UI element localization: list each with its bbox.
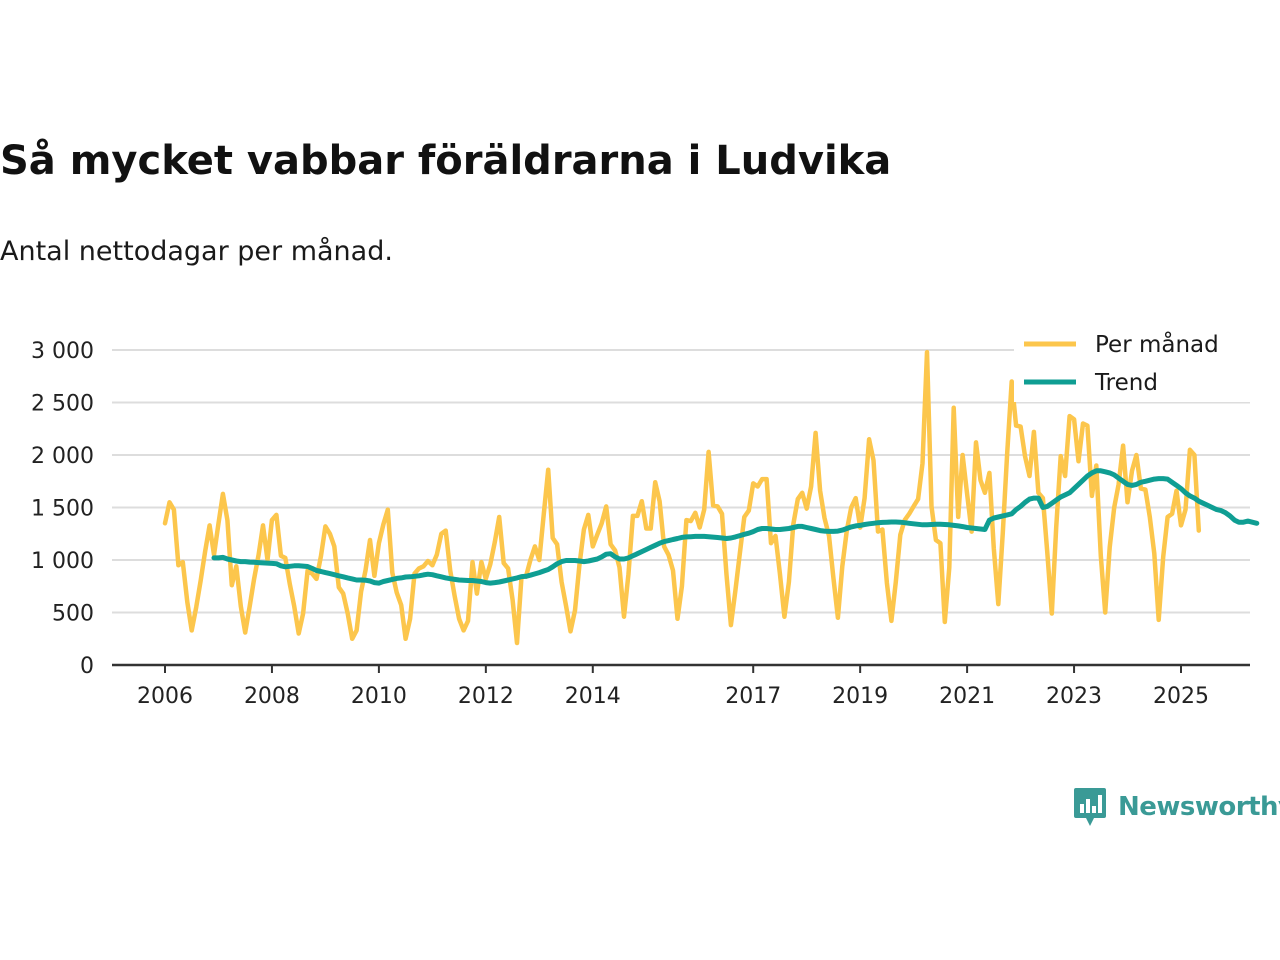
y-tick-label: 3 000 [31,339,94,364]
y-tick-label: 0 [80,654,94,679]
x-tick-label: 2025 [1153,684,1209,709]
legend-label: Per månad [1095,330,1219,358]
legend-item[interactable]: Trend [1024,370,1158,396]
legend-item[interactable]: Per månad [1024,330,1219,358]
x-tick-label: 2021 [939,684,995,709]
y-axis-ticks: 0 500 1 000 1 500 2 000 2 500 3 000 [31,339,94,679]
chart-subtitle: Antal nettodagar per månad. [0,236,393,267]
y-tick-label: 2 500 [31,392,94,417]
y-tick-label: 1 500 [31,497,94,522]
y-tick-label: 500 [52,602,94,627]
series [162,349,1260,646]
y-tick-label: 2 000 [31,444,94,469]
x-tick-label: 2006 [137,684,193,709]
x-tick-label: 2010 [351,684,407,709]
legend-label: Trend [1094,370,1158,396]
x-tick-label: 2017 [725,684,781,709]
x-tick-label: 2014 [565,684,621,709]
x-tick-label: 2008 [244,684,300,709]
x-tick-label: 2019 [832,684,888,709]
newsworthy-logo-icon [1074,788,1106,826]
y-tick-label: 1 000 [31,549,94,574]
chart-title: Så mycket vabbar föräldrarna i Ludvika [0,138,892,184]
brand-logo: Newsworthy [1072,786,1280,828]
x-axis: 2006 2008 2010 2012 2014 2017 2019 2021 2023 2025 [112,663,1250,709]
x-tick-label: 2023 [1046,684,1102,709]
legend-background [1014,326,1250,402]
brand-name: Newsworthy [1118,792,1280,822]
x-tick-label: 2012 [458,684,514,709]
legend[interactable]: Per månad Trend [1014,326,1250,402]
series-line-trend [211,468,1260,586]
